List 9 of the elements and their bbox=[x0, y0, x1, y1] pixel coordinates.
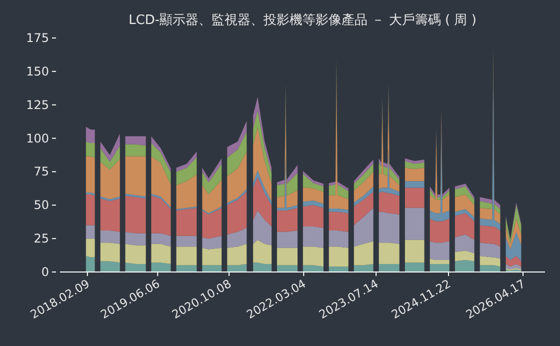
y-tick-label: 25 bbox=[34, 232, 49, 246]
y-tick-label: 100 bbox=[26, 131, 49, 146]
y-tick-label: 75 bbox=[34, 164, 49, 179]
chart-title: LCD-顯示器、監視器、投影機等影像產品 － 大戶籌碼 ( 周 ) bbox=[128, 13, 476, 28]
y-tick-label: 175 bbox=[26, 31, 49, 45]
y-tick-label: 50 bbox=[34, 198, 49, 212]
y-tick-label: 150 bbox=[26, 64, 49, 78]
y-tick-label: 0 bbox=[41, 265, 49, 279]
y-tick-label: 125 bbox=[26, 98, 49, 112]
